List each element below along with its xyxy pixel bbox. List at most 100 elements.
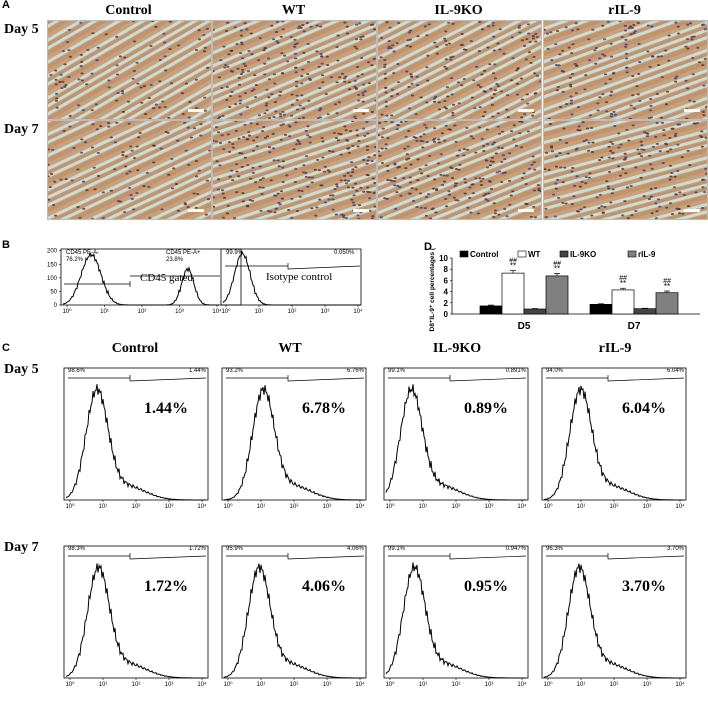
isotype-control-annotation: Isotype control	[266, 271, 333, 283]
c-column-title-ril9: rIL-9	[598, 341, 632, 356]
legend-swatch	[517, 250, 527, 258]
bar	[545, 275, 569, 315]
gate-right-percent: 3.70%	[666, 546, 684, 552]
gate-right-percent: 1.44%	[188, 368, 206, 374]
d-y-tick: 10	[439, 254, 448, 263]
gate-right-percent: 1.72%	[188, 546, 206, 552]
gate-right-percent: 0.891%	[505, 368, 526, 374]
cd45-gated-annotation: CD45 gated	[140, 272, 193, 284]
c-x-tick: 10⁴	[355, 503, 365, 510]
flow-histogram-curve	[385, 562, 526, 679]
c-x-tick: 10⁴	[197, 503, 207, 510]
legend-swatch	[627, 250, 637, 258]
b-y-tick: 50	[50, 289, 57, 295]
flow-histogram-panel: 10⁰ 10¹ 10² 10³ 10⁴ 94.0% 6.04% 6.04%	[538, 366, 690, 516]
isotype-gate	[225, 263, 361, 270]
flow-gate	[68, 553, 207, 560]
c-x-tick: 10³	[485, 504, 494, 510]
flow-histogram-panel: 10⁰ 10¹ 10² 10³ 10⁴ 99.1% 0.891% 0.89%	[380, 366, 532, 516]
bar	[655, 292, 679, 315]
legend-swatch	[559, 250, 569, 258]
significance-hash: ##	[509, 258, 517, 265]
flow-histogram-curve	[543, 563, 684, 679]
il9-positive-percent: 1.44%	[144, 400, 188, 417]
significance-star: **	[664, 282, 670, 291]
flow-histogram-curve	[385, 384, 526, 501]
gate-left-percent: 99.1%	[388, 546, 406, 552]
d-y-tick: 8	[444, 265, 449, 274]
isotype-right-value: 0.050%	[334, 250, 355, 256]
c-x-tick: 10¹	[257, 682, 266, 688]
c-column-title-il9ko: IL-9KO	[432, 341, 482, 356]
gate-left-percent: 98.3%	[68, 546, 86, 552]
c-x-tick: 10⁴	[675, 503, 685, 510]
column-title-wt: WT	[281, 3, 306, 18]
gate-right-percent: 0.947%	[505, 546, 526, 552]
gate-left-percent: 99.1%	[388, 368, 406, 374]
c-x-tick: 10⁰	[385, 503, 395, 510]
histology-image	[212, 20, 377, 120]
c-x-tick: 10⁰	[223, 503, 233, 510]
c-x-tick: 10³	[165, 504, 174, 510]
il9-positive-percent: 0.89%	[464, 400, 508, 417]
panel-c-label: C	[2, 342, 10, 354]
panel-a-label: A	[2, 0, 10, 11]
flow-histogram-panel: 10⁰ 10¹ 10² 10³ 10⁴ 93.2% 6.76% 6.78%	[218, 366, 370, 516]
b-y-tick: 100	[47, 276, 58, 282]
c-x-tick: 10¹	[577, 682, 586, 688]
panel-d-label: D	[424, 241, 432, 253]
bar	[589, 304, 613, 315]
c-x-tick: 10²	[610, 504, 619, 510]
bar	[479, 305, 503, 315]
b-y-tick: 0	[54, 303, 58, 309]
c-x-tick: 10²	[132, 682, 141, 688]
c-x-tick: 10³	[643, 504, 652, 510]
c-x-tick: 10⁴	[197, 681, 207, 688]
flow-gate	[68, 375, 207, 382]
histology-image	[47, 120, 212, 220]
gate-right-name: CD45 PE-A+	[166, 250, 201, 256]
significance-star: **	[554, 264, 560, 273]
flow-histogram-curve	[65, 384, 206, 501]
flow-gate	[546, 553, 685, 560]
c-x-tick: 10³	[323, 682, 332, 688]
histology-image	[377, 20, 542, 120]
gate-left-percent: 96.3%	[546, 546, 564, 552]
gate-left-percent: 94.0%	[546, 368, 564, 374]
d-y-tick: 2	[444, 299, 449, 308]
significance-hash: ##	[619, 275, 627, 282]
histology-image	[212, 120, 377, 220]
c-x-tick: 10⁴	[517, 503, 527, 510]
c-column-title-wt: WT	[278, 341, 302, 356]
gate-left-percent: 98.6%	[68, 368, 86, 374]
flow-gate	[388, 375, 527, 382]
gate-right-percent: 6.04%	[666, 368, 684, 374]
b-x-tick: 10²	[138, 309, 147, 315]
c-x-tick: 10²	[290, 682, 299, 688]
gate-left-percent: 93.2%	[226, 368, 244, 374]
c-x-tick: 10³	[643, 682, 652, 688]
gate-left-value: 76.2%	[66, 257, 84, 263]
il9-positive-percent: 0.95%	[464, 578, 508, 595]
b-x-tick: 10¹	[255, 309, 264, 315]
c-x-tick: 10⁰	[223, 681, 233, 688]
bar	[611, 289, 635, 315]
d-y-tick: 6	[444, 276, 449, 285]
il9-positive-percent: 6.04%	[622, 400, 666, 417]
c-x-tick: 10⁴	[517, 681, 527, 688]
c-x-tick: 10¹	[99, 682, 108, 688]
c-x-tick: 10²	[452, 504, 461, 510]
il9-positive-percent: 1.72%	[144, 578, 188, 595]
significance-star: **	[620, 279, 626, 288]
c-x-tick: 10¹	[419, 504, 428, 510]
flow-gate	[226, 375, 365, 382]
flow-gate	[388, 553, 527, 560]
c-x-tick: 10⁰	[385, 681, 395, 688]
d-y-tick: 0	[444, 310, 449, 319]
b-y-tick: 150	[47, 262, 58, 268]
gate-left-percent: 95.9%	[226, 546, 244, 552]
gate-negative	[64, 281, 131, 287]
il9-positive-percent: 4.06%	[302, 578, 346, 595]
c-x-tick: 10²	[132, 504, 141, 510]
